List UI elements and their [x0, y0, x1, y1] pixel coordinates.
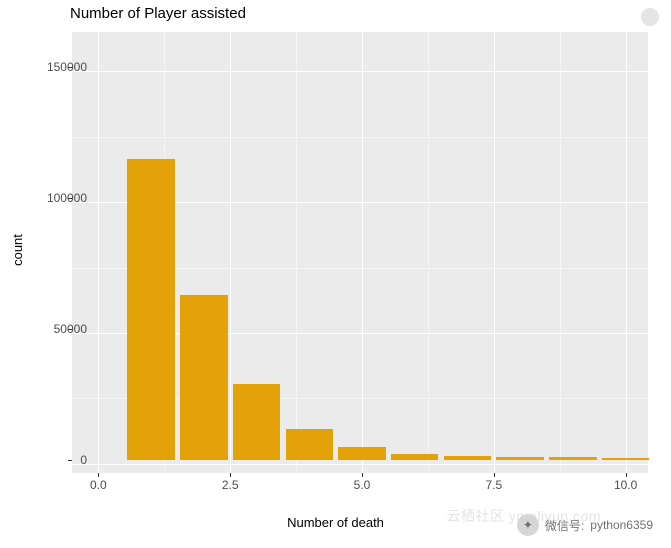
x-tick-label: 0.0 [78, 478, 118, 492]
gridline-h [72, 464, 648, 465]
bar [338, 447, 385, 460]
watermark-label: 微信号: [545, 517, 584, 534]
gridline-v [362, 32, 363, 473]
gridline-h [72, 71, 648, 72]
bar [602, 458, 649, 460]
bar [127, 159, 174, 460]
chart-container: Number of Player assisted count Number o… [0, 0, 671, 548]
x-tick-label: 5.0 [342, 478, 382, 492]
bar [233, 384, 280, 460]
x-axis-label: Number of death [287, 515, 384, 530]
bar [496, 457, 543, 460]
x-tick-label: 2.5 [210, 478, 250, 492]
y-tick-label: 150000 [27, 60, 87, 74]
gridline-v-minor [296, 32, 297, 473]
gridline-v [230, 32, 231, 473]
x-tick-label: 10.0 [606, 478, 646, 492]
wechat-icon: ✦ [517, 514, 539, 536]
x-tickmark [626, 473, 627, 477]
bar [286, 429, 333, 460]
x-tickmark [98, 473, 99, 477]
gridline-h-minor [72, 137, 648, 138]
x-tick-label: 7.5 [474, 478, 514, 492]
corner-badge [641, 8, 659, 26]
gridline-v [98, 32, 99, 473]
chart-title: Number of Player assisted [70, 5, 246, 22]
x-tickmark [494, 473, 495, 477]
y-tick-label: 100000 [27, 191, 87, 205]
bar [444, 456, 491, 460]
bar [180, 295, 227, 460]
bar [391, 454, 438, 460]
x-tickmark [362, 473, 363, 477]
y-axis-label: count [10, 234, 25, 266]
gridline-v-minor [560, 32, 561, 473]
gridline-v [494, 32, 495, 473]
plot-area [72, 28, 652, 473]
bar [549, 457, 596, 460]
watermark: ✦ 微信号: python6359 [517, 514, 653, 536]
gridline-v-minor [428, 32, 429, 473]
y-tick-label: 0 [27, 453, 87, 467]
gridline-v [626, 32, 627, 473]
x-tickmark [230, 473, 231, 477]
watermark-value: python6359 [590, 518, 653, 532]
y-tick-label: 50000 [27, 322, 87, 336]
